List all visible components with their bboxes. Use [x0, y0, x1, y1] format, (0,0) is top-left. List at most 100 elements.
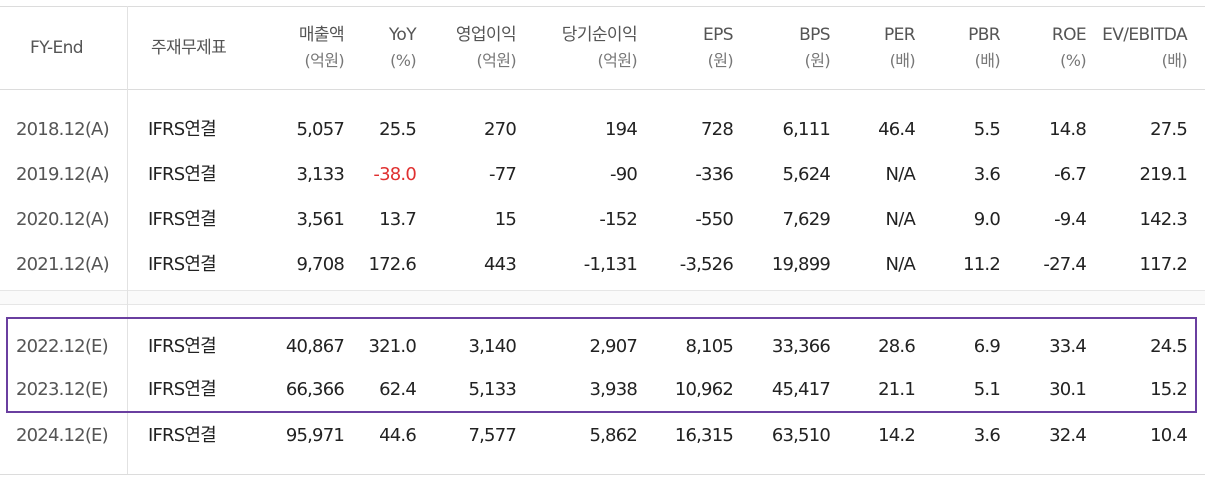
bps-cell: 7,629 [782, 209, 830, 230]
estimate-highlight-box [6, 317, 1197, 413]
header-eps: EPS (원) [703, 25, 734, 70]
net-cell: -90 [610, 164, 638, 185]
sales-cell: 3,133 [296, 164, 344, 185]
header-net-income: 당기순이익 (억원) [561, 25, 638, 70]
yoy-cell: -38.0 [373, 164, 416, 185]
per-cell: N/A [885, 209, 916, 230]
roe-cell: -6.7 [1054, 164, 1087, 185]
ev-cell: 10.4 [1150, 425, 1188, 446]
fy-end-cell: 2019.12(A) [16, 164, 110, 185]
op-cell: 15 [494, 209, 517, 230]
net-cell: 194 [605, 119, 638, 140]
ev-cell: 142.3 [1139, 209, 1187, 230]
eps-cell: 8,105 [685, 336, 733, 357]
sales-cell: 95,971 [285, 425, 345, 446]
fy-end-cell: 2021.12(A) [16, 254, 110, 275]
header-yoy: YoY (%) [388, 25, 417, 70]
header-divider [0, 89, 1205, 90]
statement-cell: IFRS연결 [148, 254, 217, 275]
pbr-cell: 11.2 [963, 254, 1001, 275]
table-row: 2019.12(A) IFRS연결 3,133 -38.0 -77 -90 -336 5,62… [0, 155, 1205, 195]
bps-cell: 33,366 [771, 336, 831, 357]
group-gap-top [0, 290, 1205, 291]
table-row: 2022.12(E) IFRS연결 40,867 321.0 3,140 2,907 8,1… [0, 327, 1205, 367]
net-cell: 5,862 [589, 425, 637, 446]
pbr-cell: 5.1 [973, 379, 1001, 400]
table-row: 2023.12(E) IFRS연결 66,366 62.4 5,133 3,938 10,9… [0, 370, 1205, 410]
per-cell: 14.2 [878, 425, 916, 446]
table-row: 2021.12(A) IFRS연결 9,708 172.6 443 -1,131 -3,52… [0, 245, 1205, 285]
per-cell: 46.4 [878, 119, 916, 140]
header-ev-ebitda: EV/EBITDA (배) [1102, 25, 1188, 70]
bps-cell: 45,417 [771, 379, 831, 400]
yoy-cell: 321.0 [368, 336, 416, 357]
pbr-cell: 3.6 [973, 164, 1001, 185]
pbr-cell: 5.5 [973, 119, 1001, 140]
header-roe: ROE (%) [1051, 25, 1087, 70]
roe-cell: 32.4 [1049, 425, 1087, 446]
group-gap [0, 290, 1205, 304]
bps-cell: 6,111 [782, 119, 830, 140]
sales-cell: 40,867 [285, 336, 345, 357]
yoy-cell: 172.6 [368, 254, 416, 275]
fy-end-cell: 2023.12(E) [16, 379, 109, 400]
header-pbr: PBR (배) [968, 25, 1001, 70]
group-gap-bottom [0, 304, 1205, 305]
column-divider [127, 6, 128, 474]
op-cell: 5,133 [468, 379, 516, 400]
eps-cell: 728 [701, 119, 734, 140]
yoy-cell: 62.4 [379, 379, 417, 400]
roe-cell: -9.4 [1054, 209, 1087, 230]
yoy-cell: 25.5 [379, 119, 417, 140]
bps-cell: 5,624 [782, 164, 830, 185]
table-row: 2020.12(A) IFRS연결 3,561 13.7 15 -152 -550 7,629… [0, 200, 1205, 240]
op-cell: -77 [489, 164, 517, 185]
sales-cell: 66,366 [285, 379, 345, 400]
per-cell: N/A [885, 164, 916, 185]
table-row: 2024.12(E) IFRS연결 95,971 44.6 7,577 5,862 16,3… [0, 416, 1205, 456]
statement-cell: IFRS연결 [148, 209, 217, 230]
yoy-cell: 44.6 [379, 425, 417, 446]
per-cell: 21.1 [878, 379, 916, 400]
ev-cell: 117.2 [1139, 254, 1187, 275]
table-row: 2018.12(A) IFRS연결 5,057 25.5 270 194 728 6,111 4… [0, 110, 1205, 150]
pbr-cell: 3.6 [973, 425, 1001, 446]
ev-cell: 219.1 [1139, 164, 1187, 185]
bps-cell: 19,899 [771, 254, 831, 275]
fy-end-cell: 2018.12(A) [16, 119, 110, 140]
fy-end-cell: 2024.12(E) [16, 425, 109, 446]
ev-cell: 15.2 [1150, 379, 1188, 400]
net-cell: -1,131 [583, 254, 638, 275]
eps-cell: 16,315 [674, 425, 734, 446]
eps-cell: -3,526 [679, 254, 734, 275]
roe-cell: -27.4 [1043, 254, 1086, 275]
op-cell: 3,140 [468, 336, 516, 357]
net-cell: 2,907 [589, 336, 637, 357]
eps-cell: 10,962 [674, 379, 734, 400]
header-sales: 매출액 (억원) [298, 25, 345, 70]
statement-cell: IFRS연결 [148, 119, 217, 140]
net-cell: 3,938 [589, 379, 637, 400]
roe-cell: 14.8 [1049, 119, 1087, 140]
header-bps: BPS (원) [799, 25, 831, 70]
statement-cell: IFRS연결 [148, 336, 217, 357]
op-cell: 7,577 [468, 425, 516, 446]
op-cell: 270 [484, 119, 517, 140]
net-cell: -152 [599, 209, 637, 230]
per-cell: N/A [885, 254, 916, 275]
header-operating-profit: 영업이익 (억원) [455, 25, 517, 70]
fy-end-cell: 2022.12(E) [16, 336, 109, 357]
yoy-cell: 13.7 [379, 209, 417, 230]
header-main-statement: 주재무제표 [151, 38, 227, 58]
statement-cell: IFRS연결 [148, 425, 217, 446]
op-cell: 443 [484, 254, 517, 275]
pbr-cell: 6.9 [973, 336, 1001, 357]
ev-cell: 27.5 [1150, 119, 1188, 140]
ev-cell: 24.5 [1150, 336, 1188, 357]
statement-cell: IFRS연결 [148, 164, 217, 185]
statement-cell: IFRS연결 [148, 379, 217, 400]
eps-cell: -336 [695, 164, 733, 185]
header-per: PER (배) [883, 25, 916, 70]
header-fy-end: FY-End [30, 38, 84, 58]
